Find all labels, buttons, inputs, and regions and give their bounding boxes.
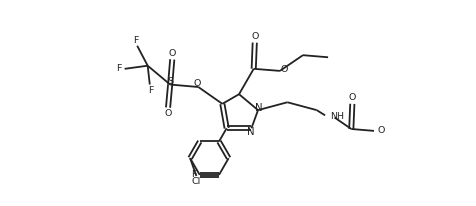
- Text: F: F: [191, 170, 196, 179]
- Text: Cl: Cl: [192, 177, 201, 186]
- Text: F: F: [133, 36, 139, 45]
- Text: NH: NH: [330, 112, 344, 121]
- Text: O: O: [194, 79, 201, 88]
- Text: O: O: [164, 109, 172, 118]
- Text: O: O: [281, 65, 288, 74]
- Text: N: N: [247, 128, 254, 137]
- Text: N: N: [256, 103, 263, 113]
- Text: S: S: [167, 77, 173, 86]
- Text: O: O: [377, 125, 385, 135]
- Text: F: F: [148, 86, 154, 95]
- Text: O: O: [169, 49, 176, 58]
- Text: F: F: [116, 64, 121, 73]
- Text: O: O: [348, 94, 356, 102]
- Text: O: O: [251, 32, 258, 41]
